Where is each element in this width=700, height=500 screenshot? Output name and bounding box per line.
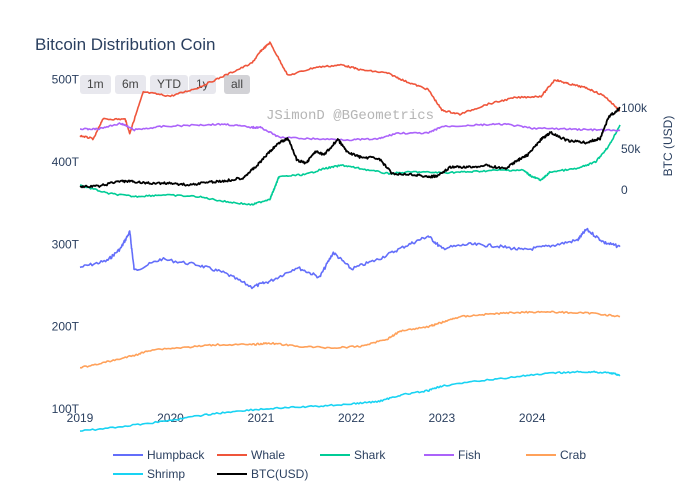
legend-label-0: Humpback: [147, 448, 205, 462]
series-line-shark: [79, 124, 621, 206]
series-line-fish: [80, 122, 621, 142]
legend-item-0[interactable]: Humpback: [113, 448, 205, 462]
watermark: JSimonD @BGeometrics: [266, 108, 434, 124]
series-line-crab: [79, 310, 621, 369]
x-tick-label-4: 2023: [428, 411, 455, 425]
series-line-shrimp: [79, 370, 621, 432]
legend-item-3[interactable]: Fish: [424, 448, 481, 462]
x-tick-label-2: 2021: [248, 411, 275, 425]
left-tick-label-0: 100T: [52, 402, 80, 416]
right-axis-title: BTC (USD): [661, 116, 675, 177]
left-tick-label-4: 500T: [52, 73, 80, 87]
legend-label-5: Shrimp: [147, 467, 185, 481]
series-line-btc-usd: [79, 106, 621, 189]
legend: Humpback Whale Shark Fish Crab Shrimp BTC(USD): [113, 448, 586, 481]
left-tick-label-3: 400T: [52, 155, 80, 169]
series-line-whale: [79, 41, 621, 141]
series-line-humpback: [79, 227, 621, 290]
x-tick-label-3: 2022: [338, 411, 365, 425]
right-tick-label-2: 100k: [621, 101, 648, 115]
legend-label-2: Shark: [354, 448, 386, 462]
range-button-all[interactable]: all: [224, 75, 251, 94]
x-axis-ticks: 2019 2020 2021 2022 2023 2024: [67, 411, 546, 425]
legend-label-6: BTC(USD): [251, 467, 308, 481]
x-tick-label-0: 2019: [67, 411, 94, 425]
legend-label-3: Fish: [458, 448, 481, 462]
range-button-1m[interactable]: 1m: [80, 75, 111, 94]
legend-label-1: Whale: [251, 448, 285, 462]
left-tick-label-2: 300T: [52, 237, 80, 251]
legend-item-2[interactable]: Shark: [320, 448, 386, 462]
left-axis-ticks: 100T 200T 300T 400T 500T: [52, 73, 80, 416]
legend-item-4[interactable]: Crab: [526, 448, 586, 462]
right-axis-ticks: 0 50k 100k: [621, 101, 648, 197]
range-button-6m[interactable]: 6m: [115, 75, 146, 94]
right-tick-label-0: 0: [621, 183, 628, 197]
range-button-ytd[interactable]: YTD: [150, 75, 188, 94]
legend-item-6[interactable]: BTC(USD): [217, 467, 308, 481]
left-tick-label-1: 200T: [52, 320, 80, 334]
legend-item-1[interactable]: Whale: [217, 448, 285, 462]
series-lines: [79, 41, 621, 432]
x-tick-label-5: 2024: [519, 411, 546, 425]
right-tick-label-1: 50k: [621, 142, 641, 156]
legend-label-4: Crab: [560, 448, 586, 462]
chart-title: Bitcoin Distribution Coin: [35, 35, 216, 54]
legend-item-5[interactable]: Shrimp: [113, 467, 185, 481]
